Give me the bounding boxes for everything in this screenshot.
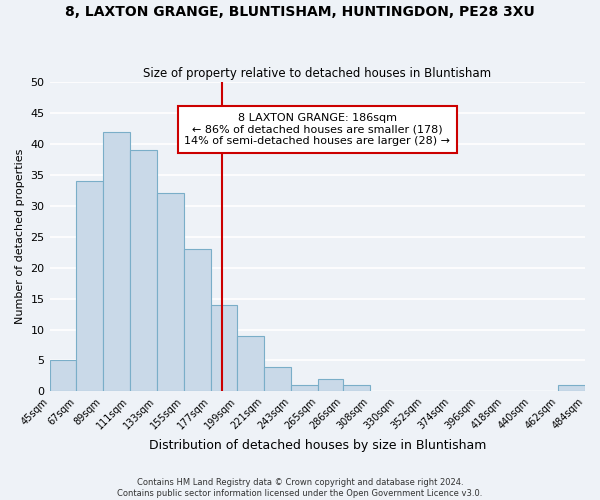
Bar xyxy=(291,385,318,392)
Title: Size of property relative to detached houses in Bluntisham: Size of property relative to detached ho… xyxy=(143,66,491,80)
Bar xyxy=(558,385,585,392)
Bar xyxy=(343,385,370,392)
Text: 8 LAXTON GRANGE: 186sqm
← 86% of detached houses are smaller (178)
14% of semi-d: 8 LAXTON GRANGE: 186sqm ← 86% of detache… xyxy=(184,113,450,146)
Bar xyxy=(76,181,103,392)
Text: 8, LAXTON GRANGE, BLUNTISHAM, HUNTINGDON, PE28 3XU: 8, LAXTON GRANGE, BLUNTISHAM, HUNTINGDON… xyxy=(65,5,535,19)
Bar xyxy=(318,379,343,392)
Bar xyxy=(238,336,264,392)
Bar xyxy=(130,150,157,392)
Bar xyxy=(264,366,291,392)
Bar xyxy=(184,249,211,392)
Bar xyxy=(157,194,184,392)
Bar xyxy=(103,132,130,392)
Bar xyxy=(211,305,238,392)
Bar xyxy=(50,360,76,392)
Y-axis label: Number of detached properties: Number of detached properties xyxy=(15,149,25,324)
Text: Contains HM Land Registry data © Crown copyright and database right 2024.
Contai: Contains HM Land Registry data © Crown c… xyxy=(118,478,482,498)
X-axis label: Distribution of detached houses by size in Bluntisham: Distribution of detached houses by size … xyxy=(149,440,486,452)
